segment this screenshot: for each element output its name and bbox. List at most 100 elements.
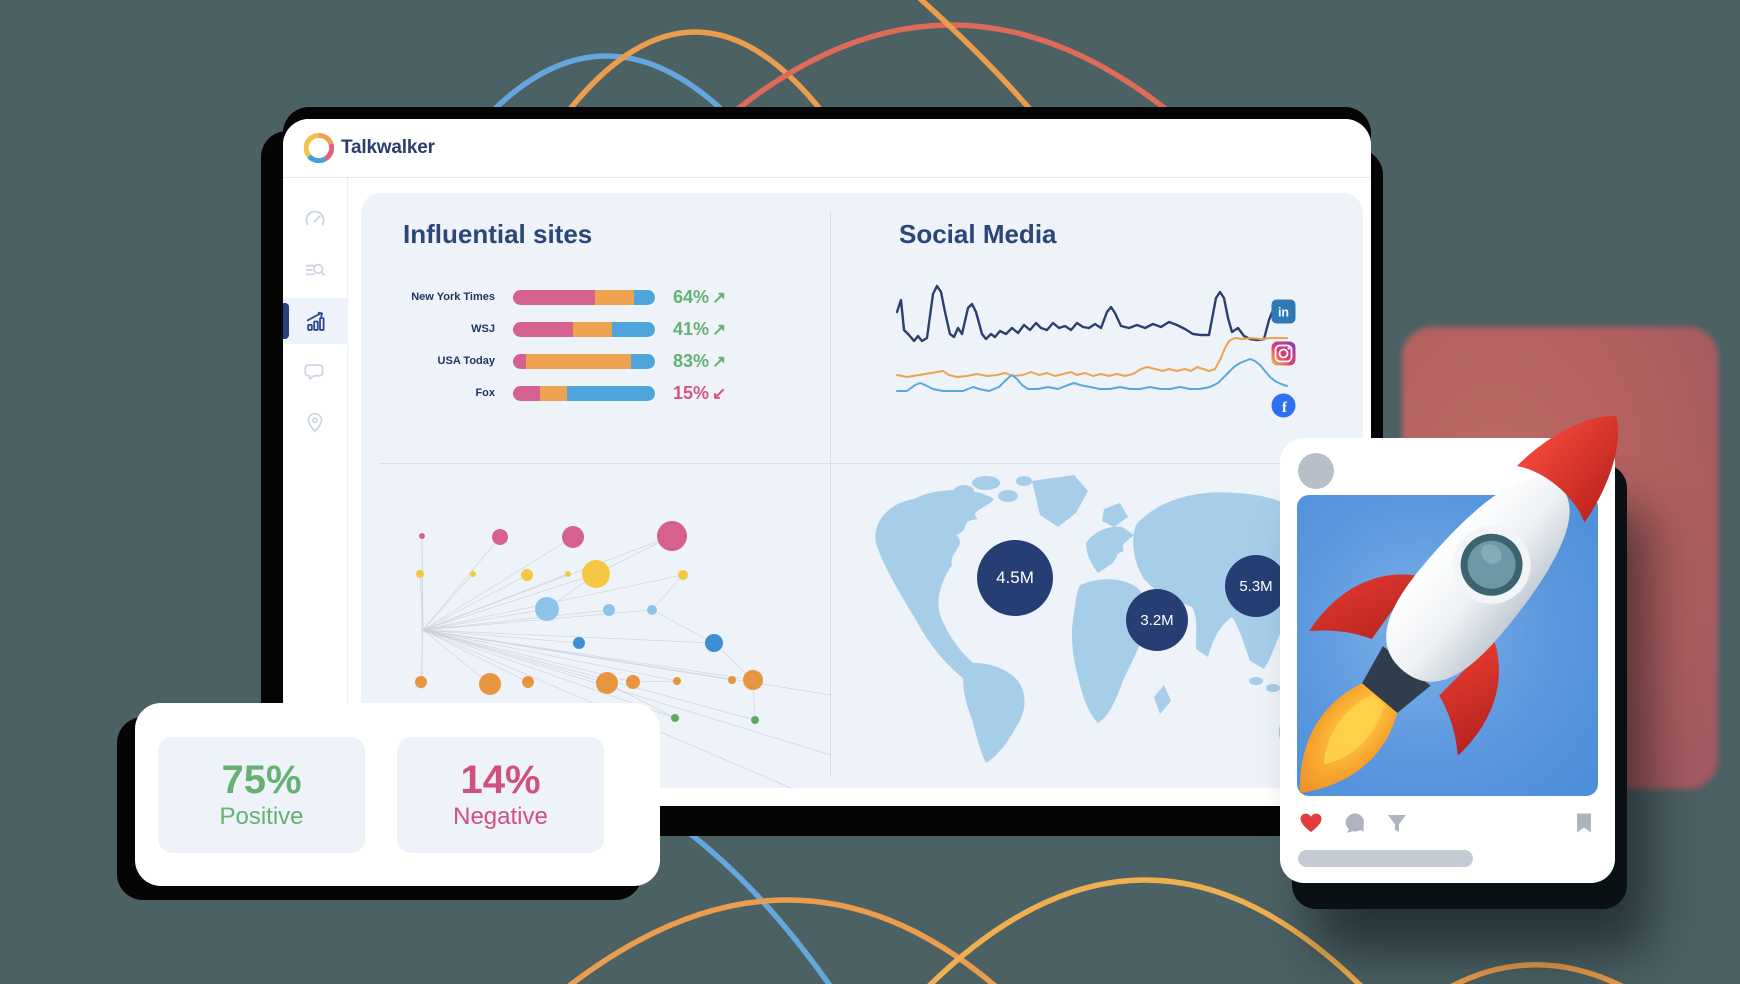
- bar-segment: [513, 321, 573, 337]
- series-news-mentions: [895, 284, 1289, 343]
- bar-segment: [513, 385, 540, 401]
- network-node-pink[interactable]: [657, 521, 687, 551]
- share-icon[interactable]: [1384, 810, 1410, 836]
- network-link: [651, 574, 684, 611]
- network-node-yellow[interactable]: [565, 571, 571, 577]
- influential-row[interactable]: Fox 15% ↙: [383, 377, 813, 409]
- sentiment-card: 75% Positive 14% Negative: [135, 703, 660, 886]
- network-node-orange[interactable]: [522, 676, 534, 688]
- linkedin-icon[interactable]: in: [1271, 299, 1296, 324]
- network-link: [651, 609, 715, 644]
- series-facebook-mentions: [896, 358, 1288, 392]
- talkwalker-logo-icon: [304, 133, 334, 163]
- network-node-yellow[interactable]: [521, 569, 533, 581]
- network-node-green[interactable]: [671, 714, 679, 722]
- network-node-orange[interactable]: [479, 673, 501, 695]
- series-instagram-mentions: [896, 337, 1288, 378]
- network-node-blue[interactable]: [705, 634, 723, 652]
- trend-arrow-icon: ↗: [712, 287, 727, 307]
- site-bar: [513, 321, 655, 337]
- network-link: [422, 536, 501, 631]
- network-link: [422, 629, 715, 644]
- bar-segment: [595, 289, 634, 305]
- influential-row[interactable]: New York Times 64% ↗: [383, 281, 813, 313]
- site-label: New York Times: [411, 291, 495, 303]
- network-node-pink[interactable]: [562, 526, 584, 548]
- sidebar-item-conversations[interactable]: [283, 349, 348, 395]
- bar-segment: [633, 289, 655, 305]
- network-node-green[interactable]: [751, 716, 759, 724]
- chat-icon: [304, 364, 324, 380]
- social-line-chart: [895, 284, 1289, 392]
- network-node-pink[interactable]: [492, 529, 508, 545]
- dashboard-panel: Influential sites Social Media New York …: [361, 193, 1363, 788]
- bar-segment: [513, 289, 596, 305]
- avatar: [1298, 453, 1334, 489]
- map-pin-icon: [307, 412, 323, 433]
- gauge-icon: [305, 210, 325, 226]
- svg-text:f: f: [1282, 400, 1288, 416]
- sidebar-item-dashboard[interactable]: [283, 196, 348, 242]
- network-link: [422, 609, 610, 631]
- network-node-yellow[interactable]: [582, 560, 610, 588]
- social-media-title: Social Media: [899, 219, 1057, 249]
- brand-wordmark: Talkwalker: [341, 137, 435, 158]
- network-node-orange[interactable]: [728, 676, 736, 684]
- network-link: [422, 629, 491, 685]
- network-node-orange[interactable]: [743, 670, 763, 690]
- network-node-lightblue[interactable]: [535, 597, 559, 621]
- site-label: USA Today: [437, 355, 495, 367]
- map-bubble-americas[interactable]: 4.5M: [977, 540, 1053, 616]
- post-actions: [1298, 810, 1597, 840]
- negative-label: Negative: [453, 803, 548, 830]
- network-node-lightblue[interactable]: [647, 605, 657, 615]
- network-node-orange[interactable]: [673, 677, 681, 685]
- influential-sites-title: Influential sites: [403, 219, 593, 249]
- network-link: [422, 536, 574, 631]
- bar-segment: [612, 321, 655, 337]
- bar-segment: [630, 353, 655, 369]
- site-trend-value: 15% ↙: [673, 382, 727, 403]
- network-node-yellow[interactable]: [678, 570, 688, 580]
- comment-icon[interactable]: [1342, 810, 1368, 836]
- post-image: [1297, 495, 1598, 796]
- network-node-orange[interactable]: [596, 672, 618, 694]
- negative-sentiment-box: 14% Negative: [397, 737, 604, 853]
- sidebar-item-locations[interactable]: [283, 400, 348, 446]
- network-node-orange[interactable]: [626, 675, 640, 689]
- network-link: [606, 682, 676, 719]
- trend-arrow-icon: ↗: [712, 351, 727, 371]
- negative-value: 14%: [460, 758, 541, 802]
- network-node-lightblue[interactable]: [603, 604, 615, 616]
- positive-value: 75%: [221, 758, 302, 802]
- network-node-orange[interactable]: [415, 676, 427, 688]
- network-link: [422, 608, 548, 631]
- network-node-yellow[interactable]: [416, 570, 424, 578]
- trend-arrow-icon: ↗: [712, 319, 727, 339]
- search-list-icon: [305, 263, 326, 276]
- site-trend-value: 41% ↗: [673, 318, 727, 339]
- dashboard-window: Talkwalker: [282, 119, 1371, 806]
- influential-row[interactable]: USA Today 83% ↗: [383, 345, 813, 377]
- map-bubble-emea[interactable]: 3.2M: [1126, 589, 1188, 651]
- panel-horizontal-divider: [379, 463, 1345, 464]
- instagram-icon[interactable]: [1271, 341, 1296, 366]
- heart-icon[interactable]: [1298, 810, 1324, 836]
- network-node-pink[interactable]: [419, 533, 425, 539]
- facebook-icon[interactable]: f: [1271, 393, 1296, 418]
- site-label: Fox: [475, 387, 495, 399]
- network-node-yellow[interactable]: [470, 571, 476, 577]
- positive-label: Positive: [219, 803, 304, 830]
- network-link: [422, 574, 528, 631]
- influential-row[interactable]: WSJ 41% ↗: [383, 313, 813, 345]
- sidebar-item-search[interactable]: [283, 247, 348, 293]
- map-bubble-apac[interactable]: 5.3M: [1225, 555, 1287, 617]
- network-link: [422, 629, 529, 683]
- network-link: [632, 680, 678, 683]
- chart-growth-icon: [306, 311, 325, 331]
- bookmark-icon[interactable]: [1571, 810, 1597, 836]
- network-node-blue[interactable]: [573, 637, 585, 649]
- bar-segment: [539, 385, 567, 401]
- sidebar-item-analytics[interactable]: [282, 298, 348, 344]
